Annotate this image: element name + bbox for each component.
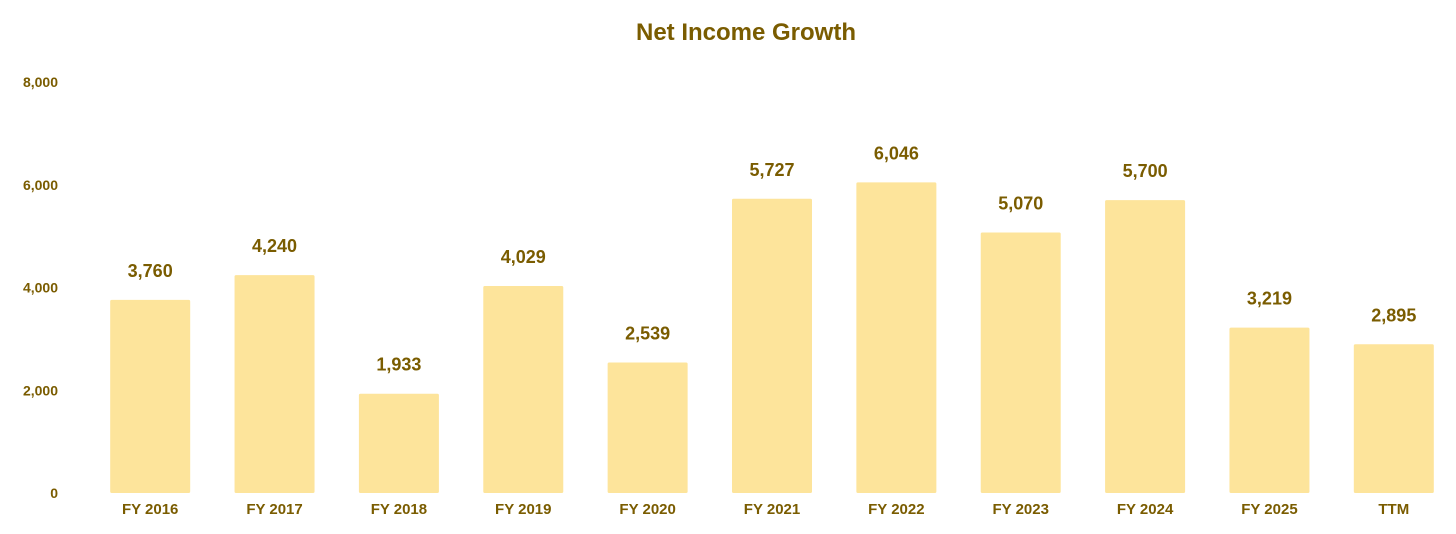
data-label: 5,070 bbox=[998, 194, 1043, 214]
value-labels-group: 3,760 4,240 1,933 4,029 2,539 5,727 6,046 5,070… bbox=[128, 143, 1417, 374]
x-tick-label: FY 2018 bbox=[371, 501, 427, 518]
data-label: 2,539 bbox=[625, 324, 670, 344]
y-tick-label: 6,000 bbox=[23, 177, 58, 193]
data-label: 6,046 bbox=[874, 143, 919, 163]
x-tick-label: FY 2017 bbox=[246, 501, 302, 518]
data-label: 2,895 bbox=[1371, 305, 1416, 325]
bar bbox=[607, 362, 688, 493]
bar bbox=[856, 182, 937, 493]
bar bbox=[980, 232, 1061, 493]
bar bbox=[234, 275, 315, 493]
x-tick-label: FY 2022 bbox=[868, 501, 924, 518]
data-label: 5,700 bbox=[1123, 161, 1168, 181]
x-tick-label: FY 2024 bbox=[1117, 501, 1174, 518]
x-tick-label: FY 2023 bbox=[993, 501, 1049, 518]
bar bbox=[110, 299, 191, 493]
data-label: 4,029 bbox=[501, 247, 546, 267]
bar bbox=[1105, 200, 1186, 493]
x-tick-label: FY 2019 bbox=[495, 501, 551, 518]
chart-title: Net Income Growth bbox=[636, 19, 856, 46]
y-tick-label: 4,000 bbox=[23, 280, 58, 296]
data-label: 3,219 bbox=[1247, 289, 1292, 309]
x-tick-label: FY 2020 bbox=[619, 501, 675, 518]
bars-group bbox=[110, 182, 1434, 493]
x-tick-label: FY 2021 bbox=[744, 501, 800, 518]
data-label: 5,727 bbox=[749, 160, 794, 180]
data-label: 3,760 bbox=[128, 261, 173, 281]
bar bbox=[1353, 344, 1434, 493]
x-tick-label: FY 2025 bbox=[1241, 501, 1297, 518]
bar bbox=[1229, 327, 1310, 493]
bar bbox=[732, 198, 812, 493]
x-axis: FY 2016 FY 2017 FY 2018 FY 2019 FY 2020 FY 20… bbox=[122, 501, 1409, 518]
data-label: 1,933 bbox=[376, 355, 421, 375]
x-tick-label: FY 2016 bbox=[122, 501, 178, 518]
y-tick-label: 0 bbox=[50, 485, 58, 501]
y-tick-label: 8,000 bbox=[23, 74, 58, 90]
y-tick-label: 2,000 bbox=[23, 382, 58, 398]
bar bbox=[483, 286, 564, 493]
bar bbox=[358, 393, 439, 493]
y-axis: 0 2,000 4,000 6,000 8,000 bbox=[23, 74, 58, 501]
data-label: 4,240 bbox=[252, 236, 297, 256]
x-tick-label: TTM bbox=[1378, 501, 1409, 518]
